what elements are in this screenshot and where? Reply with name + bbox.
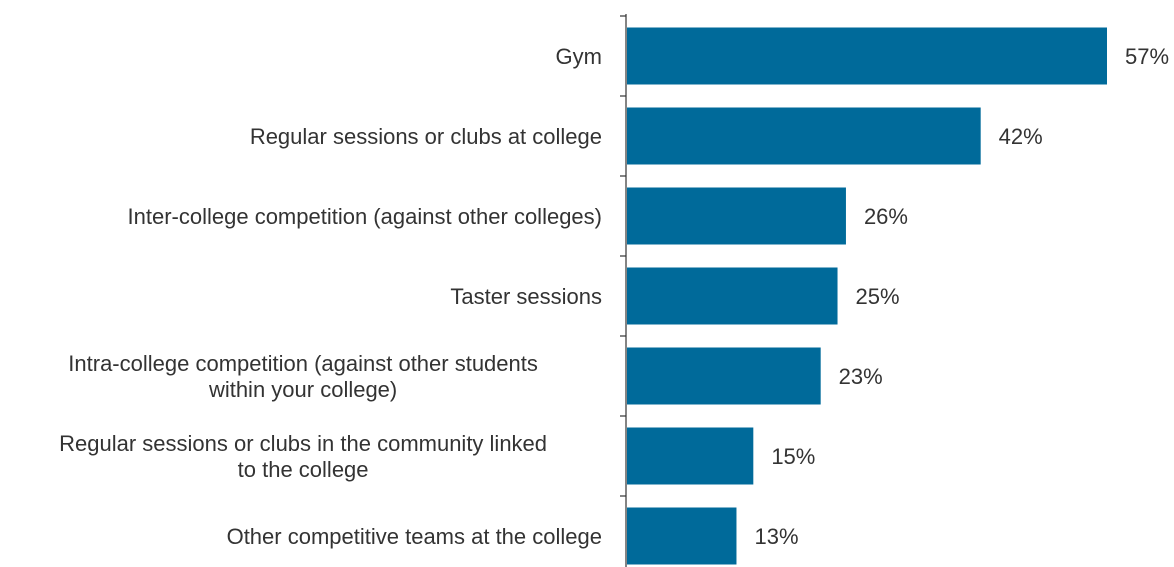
bar (627, 347, 821, 405)
category-label: Gym (556, 44, 602, 69)
category-label-line: Gym (556, 44, 602, 69)
category-label-line: Regular sessions or clubs in the communi… (59, 431, 547, 456)
category-label-line: Regular sessions or clubs at college (250, 124, 602, 149)
bar (627, 507, 737, 565)
data-label: 15% (771, 444, 815, 469)
bar (627, 27, 1107, 85)
bar (627, 107, 981, 165)
category-label: Other competitive teams at the college (227, 524, 602, 549)
data-label: 26% (864, 204, 908, 229)
category-label: Regular sessions or clubs in the communi… (59, 431, 547, 482)
category-label-line: Other competitive teams at the college (227, 524, 602, 549)
category-label: Intra-college competition (against other… (68, 351, 538, 402)
bar (627, 267, 838, 325)
data-label: 25% (856, 284, 900, 309)
category-label-line: Taster sessions (450, 284, 602, 309)
category-label-line: Intra-college competition (against other… (68, 351, 538, 376)
category-label-line: Inter-college competition (against other… (128, 204, 602, 229)
category-label: Inter-college competition (against other… (128, 204, 602, 229)
data-label: 23% (839, 364, 883, 389)
category-label-line: to the college (238, 457, 369, 482)
bar (627, 427, 754, 485)
bar (627, 187, 846, 245)
category-label-line: within your college) (208, 377, 397, 402)
category-label: Regular sessions or clubs at college (250, 124, 602, 149)
data-label: 13% (754, 524, 798, 549)
data-label: 42% (999, 124, 1043, 149)
data-label: 57% (1125, 44, 1169, 69)
category-label: Taster sessions (450, 284, 602, 309)
